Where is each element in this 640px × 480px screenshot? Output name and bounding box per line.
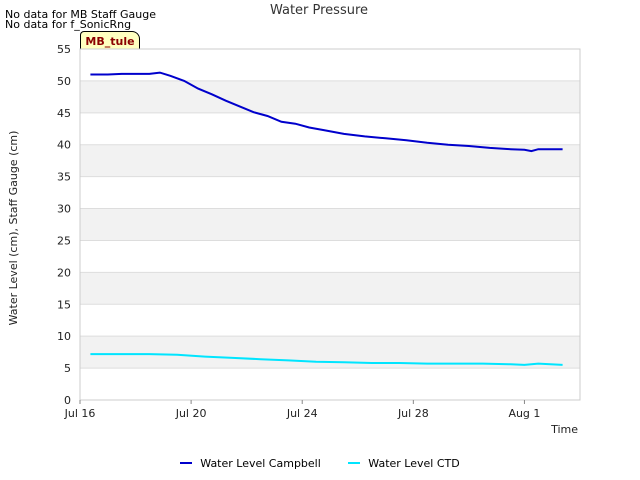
station-tag[interactable]: MB_tule	[80, 31, 140, 49]
plot-frame	[79, 48, 581, 401]
y-tick-5: 5	[64, 362, 71, 375]
y-tick-55: 55	[57, 43, 71, 56]
y-axis-label: Water Level (cm), Staff Gauge (cm)	[7, 131, 20, 326]
series-line-water-level-campbell	[90, 71, 563, 153]
legend: Water Level Campbell Water Level CTD	[0, 454, 640, 470]
legend-item-ctd[interactable]: Water Level CTD	[348, 456, 460, 470]
y-tick-0: 0	[64, 394, 71, 407]
legend-label-ctd: Water Level CTD	[368, 456, 460, 470]
no-data-note-staff-gauge: No data for MB Staff Gauge	[5, 8, 156, 21]
band-35	[80, 144, 580, 177]
y-tick-25: 25	[57, 234, 71, 247]
legend-swatch-ctd	[348, 462, 361, 464]
y-tick-15: 15	[57, 298, 71, 311]
band-15	[80, 272, 580, 305]
no-data-note-sonic-rng: No data for f_SonicRng	[5, 18, 132, 31]
legend-item-campbell[interactable]: Water Level Campbell	[180, 457, 321, 470]
series-lines	[90, 71, 563, 366]
y-tick-30: 30	[57, 203, 71, 216]
band-25	[80, 208, 580, 241]
y-tick-20: 20	[57, 266, 71, 279]
y-axis-ticks: 0 5 10 15 20 25 30 35 40 45 50 55	[57, 43, 71, 407]
x-tick-jul-16: Jul 16	[64, 407, 96, 420]
legend-label-campbell: Water Level Campbell	[200, 456, 321, 470]
chart-title: Water Pressure	[270, 3, 368, 18]
band-45	[80, 80, 580, 113]
y-tick-45: 45	[57, 107, 71, 120]
x-tick-jul-20: Jul 20	[175, 407, 207, 420]
x-axis-label: Time	[550, 423, 578, 436]
x-axis-ticks: Jul 16 Jul 20 Jul 24 Jul 28 Aug 1	[64, 400, 540, 420]
x-tick-jul-24: Jul 24	[286, 407, 318, 420]
series-line-water-level-ctd	[90, 353, 563, 366]
y-tick-50: 50	[57, 75, 71, 88]
x-tick-aug-1: Aug 1	[508, 407, 540, 420]
legend-swatch-campbell	[180, 462, 193, 464]
y-tick-35: 35	[57, 171, 71, 184]
x-tick-jul-28: Jul 28	[397, 407, 429, 420]
plot-bands	[80, 80, 580, 369]
y-tick-10: 10	[57, 330, 71, 343]
y-tick-40: 40	[57, 139, 71, 152]
